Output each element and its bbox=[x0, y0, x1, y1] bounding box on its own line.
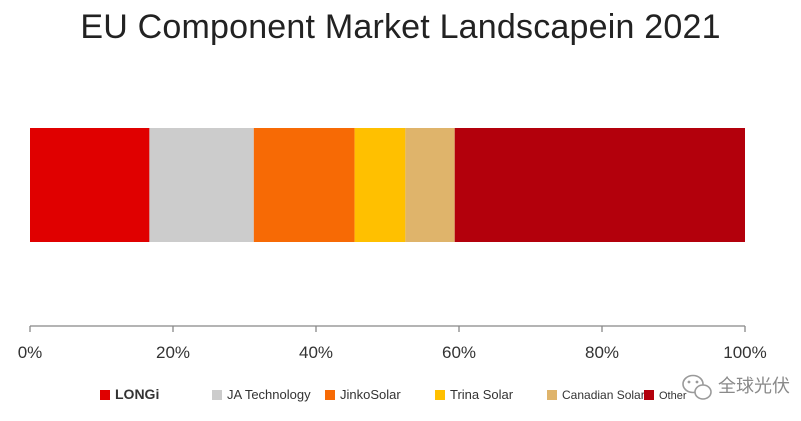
bar-segment-canadian-solar bbox=[405, 128, 455, 242]
bars-group bbox=[30, 128, 745, 242]
legend-label-longi: LONGi bbox=[115, 386, 159, 402]
legend-swatch-canadian-solar bbox=[547, 390, 557, 400]
legend-swatch-ja-technology bbox=[212, 390, 222, 400]
legend-label-jinkosolar: JinkoSolar bbox=[340, 387, 401, 402]
legend: LONGi JA Technology JinkoSolar Trina Solar C… bbox=[100, 386, 687, 402]
watermark: 全球光伏 bbox=[682, 374, 790, 400]
x-tick-label: 0% bbox=[18, 343, 43, 362]
bar-segment-other bbox=[454, 128, 745, 242]
x-tick-label: 80% bbox=[585, 343, 619, 362]
legend-swatch-trina-solar bbox=[435, 390, 445, 400]
watermark-text: 全球光伏 bbox=[718, 376, 790, 396]
bar-segment-longi bbox=[30, 128, 150, 242]
legend-label-trina-solar: Trina Solar bbox=[450, 387, 514, 402]
legend-label-other: Other bbox=[659, 390, 687, 402]
x-tick-label: 60% bbox=[442, 343, 476, 362]
legend-swatch-jinkosolar bbox=[325, 390, 335, 400]
x-tick-label: 100% bbox=[723, 343, 766, 362]
wechat-icon bbox=[682, 374, 712, 400]
legend-swatch-other bbox=[644, 390, 654, 400]
bar-segment-ja-technology bbox=[149, 128, 254, 242]
legend-label-ja-technology: JA Technology bbox=[227, 387, 311, 402]
x-axis: 0% 20% 40% 60% 80% 100% bbox=[18, 325, 767, 362]
chart-title: EU Component Market Landscapein 2021 bbox=[80, 8, 721, 46]
legend-label-canadian-solar: Canadian Solar bbox=[562, 388, 645, 402]
bar-segment-jinkosolar bbox=[253, 128, 355, 242]
x-tick-label: 20% bbox=[156, 343, 190, 362]
bar-segment-trina-solar bbox=[354, 128, 406, 242]
legend-swatch-longi bbox=[100, 390, 110, 400]
x-tick-label: 40% bbox=[299, 343, 333, 362]
